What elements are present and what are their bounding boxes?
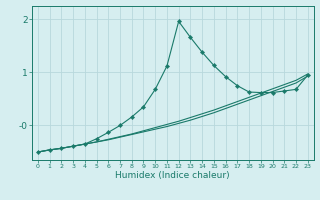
X-axis label: Humidex (Indice chaleur): Humidex (Indice chaleur) [116, 171, 230, 180]
